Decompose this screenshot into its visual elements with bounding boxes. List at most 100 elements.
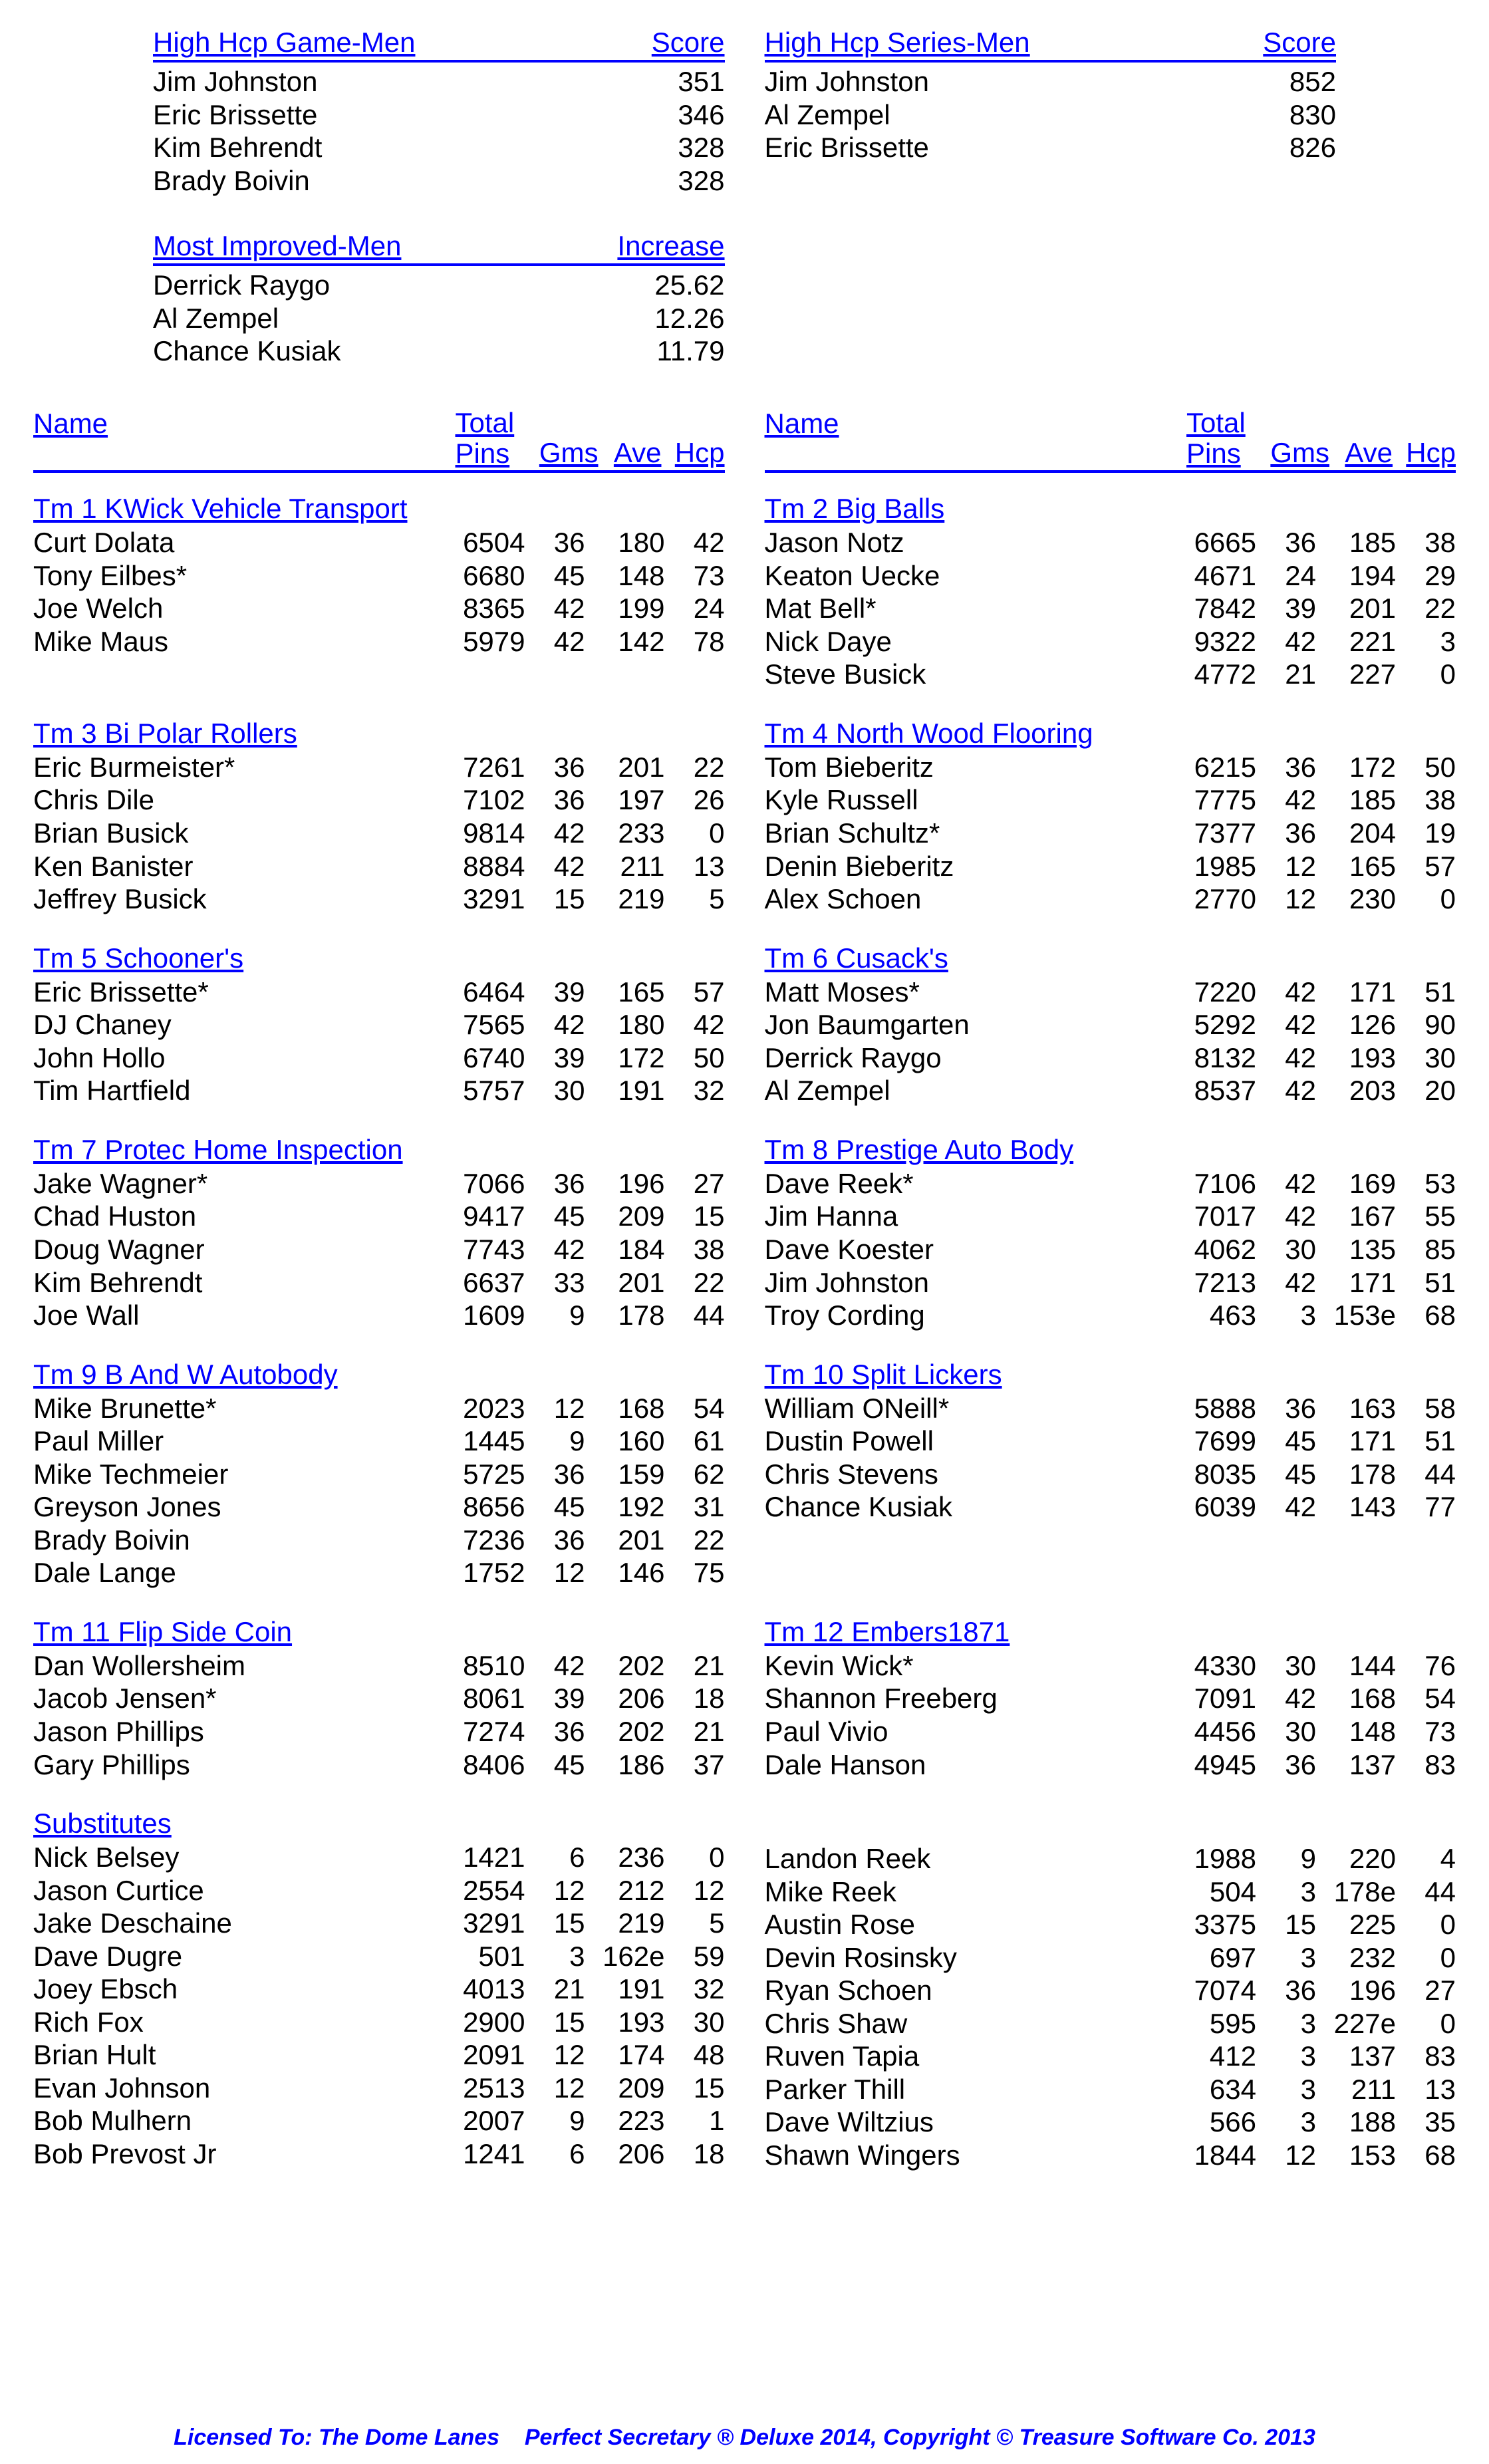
- player-name: Shawn Wingers: [765, 2139, 1177, 2172]
- player-pins: 2023: [446, 1392, 525, 1425]
- player-name: Jacob Jensen*: [33, 1682, 446, 1715]
- player-row: Denin Bieberitz19851216557: [765, 850, 1456, 883]
- player-pins: 8537: [1176, 1074, 1256, 1107]
- player-pins: 2900: [446, 2006, 525, 2039]
- team-name: Tm 2 Big Balls: [765, 493, 1456, 525]
- player-ave: 203: [1316, 1074, 1396, 1107]
- player-pins: 6665: [1176, 526, 1256, 559]
- player-name: Troy Cording: [765, 1299, 1177, 1332]
- player-row: Kim Behrendt66373320122: [33, 1266, 725, 1300]
- player-pins: 8132: [1176, 1041, 1256, 1075]
- player-row: Brian Busick9814422330: [33, 817, 725, 850]
- sh-ave: Ave: [1329, 437, 1393, 469]
- player-gms: 12: [525, 2038, 585, 2072]
- row-value: 826: [1243, 131, 1336, 164]
- player-ave: 159: [585, 1458, 665, 1491]
- player-gms: 42: [525, 592, 585, 625]
- player-pins: 7565: [446, 1008, 525, 1041]
- player-gms: 42: [1256, 1266, 1316, 1300]
- player-name: Dustin Powell: [765, 1425, 1177, 1458]
- player-hcp: 13: [1396, 2073, 1456, 2106]
- player-name: Landon Reek: [765, 1842, 1177, 1875]
- player-pins: 1985: [1176, 850, 1256, 883]
- player-name: Ruven Tapia: [765, 2040, 1177, 2073]
- player-hcp: 51: [1396, 976, 1456, 1009]
- player-name: Brian Hult: [33, 2038, 446, 2072]
- player-ave: 192: [585, 1490, 665, 1524]
- player-ave: 165: [585, 976, 665, 1009]
- player-pins: 7220: [1176, 976, 1256, 1009]
- sh-gms: Gms: [1266, 437, 1329, 469]
- row-value: 11.79: [632, 335, 725, 368]
- player-pins: 6680: [446, 559, 525, 593]
- player-gms: 3: [1256, 2040, 1316, 2073]
- player-pins: 5725: [446, 1458, 525, 1491]
- player-name: Ken Banister: [33, 850, 446, 883]
- player-row: Dave Wiltzius566318835: [765, 2106, 1456, 2139]
- improved-rows: Derrick Raygo25.62Al Zempel12.26Chance K…: [153, 269, 725, 368]
- player-ave: 167: [1316, 1200, 1396, 1233]
- player-pins: 4330: [1176, 1649, 1256, 1683]
- player-ave: 178e: [1316, 1875, 1396, 1909]
- player-name: Joey Ebsch: [33, 1973, 446, 2006]
- player-hcp: 24: [665, 592, 725, 625]
- player-name: Dan Wollersheim: [33, 1649, 446, 1683]
- player-name: Dale Hanson: [765, 1748, 1177, 1782]
- player-ave: 185: [1316, 526, 1396, 559]
- footer-text: Licensed To: The Dome Lanes Perfect Secr…: [33, 2425, 1456, 2451]
- player-gms: 42: [1256, 1490, 1316, 1524]
- player-name: Devin Rosinsky: [765, 1941, 1177, 1975]
- row-value: 328: [632, 131, 725, 164]
- player-name: Kim Behrendt: [33, 1266, 446, 1300]
- player-hcp: 83: [1396, 2040, 1456, 2073]
- player-ave: 162e: [585, 1940, 665, 1973]
- teams-row: Tm 5 Schooner'sEric Brissette*6464391655…: [33, 942, 1456, 1107]
- player-pins: 3291: [446, 1907, 525, 1940]
- player-pins: 8656: [446, 1490, 525, 1524]
- player-ave: 168: [585, 1392, 665, 1425]
- player-ave: 185: [1316, 783, 1396, 817]
- player-gms: 45: [525, 1748, 585, 1782]
- team-name: Tm 4 North Wood Flooring: [765, 718, 1456, 750]
- player-row: Derrick Raygo81324219330: [765, 1041, 1456, 1075]
- player-ave: 148: [585, 559, 665, 593]
- player-gms: 45: [1256, 1425, 1316, 1458]
- player-name: Jason Notz: [765, 526, 1177, 559]
- hhg-rows: Jim Johnston351Eric Brissette346Kim Behr…: [153, 65, 725, 197]
- player-pins: 3291: [446, 883, 525, 916]
- player-row: Chris Stevens80354517844: [765, 1458, 1456, 1491]
- player-row: Mike Brunette*20231216854: [33, 1392, 725, 1425]
- player-hcp: 76: [1396, 1649, 1456, 1683]
- player-ave: 209: [585, 2072, 665, 2105]
- player-ave: 188: [1316, 2106, 1396, 2139]
- player-hcp: 22: [1396, 592, 1456, 625]
- player-row: Alex Schoen2770122300: [765, 883, 1456, 916]
- player-hcp: 53: [1396, 1167, 1456, 1200]
- player-name: Doug Wagner: [33, 1233, 446, 1266]
- player-row: William ONeill*58883616358: [765, 1392, 1456, 1425]
- player-gms: 45: [525, 559, 585, 593]
- sh-hcp: Hcp: [662, 437, 725, 469]
- row-value: 12.26: [632, 302, 725, 335]
- player-name: Matt Moses*: [765, 976, 1177, 1009]
- player-row: Rich Fox29001519330: [33, 2006, 725, 2039]
- player-pins: 1844: [1176, 2139, 1256, 2172]
- player-pins: 8035: [1176, 1458, 1256, 1491]
- sh-total: Total Pins: [1186, 408, 1266, 469]
- player-hcp: 15: [665, 1200, 725, 1233]
- row-name: Brady Boivin: [153, 164, 310, 198]
- player-row: Jason Phillips72743620221: [33, 1715, 725, 1748]
- player-name: Gary Phillips: [33, 1748, 446, 1782]
- player-ave: 233: [585, 817, 665, 850]
- player-name: Brian Busick: [33, 817, 446, 850]
- player-row: Ken Banister88844221113: [33, 850, 725, 883]
- team-name: Tm 9 B And W Autobody: [33, 1359, 725, 1391]
- team-name: Tm 1 KWick Vehicle Transport: [33, 493, 725, 525]
- player-gms: 12: [525, 2072, 585, 2105]
- player-ave: 201: [585, 1266, 665, 1300]
- list-item: Kim Behrendt328: [153, 131, 725, 164]
- teams-row: Tm 1 KWick Vehicle TransportCurt Dolata6…: [33, 493, 1456, 691]
- player-ave: 193: [585, 2006, 665, 2039]
- player-hcp: 21: [665, 1649, 725, 1683]
- player-ave: 142: [585, 625, 665, 658]
